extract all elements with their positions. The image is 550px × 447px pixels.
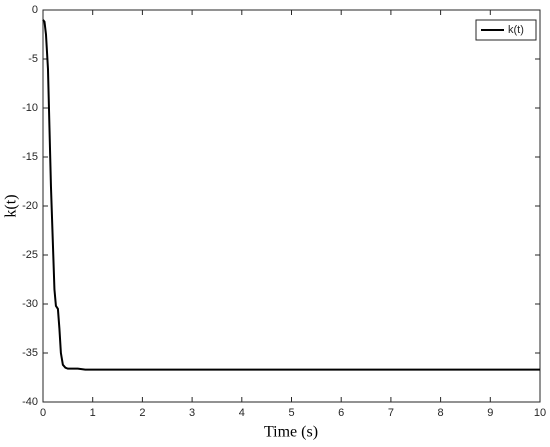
x-tick-label: 8 xyxy=(438,407,444,419)
x-tick-label: 6 xyxy=(338,407,344,419)
y-tick-label: 0 xyxy=(32,4,38,16)
x-tick-label: 1 xyxy=(90,407,96,419)
y-tick-label: -5 xyxy=(28,53,38,65)
y-tick-label: -10 xyxy=(22,102,38,114)
x-tick-label: 3 xyxy=(189,407,195,419)
legend-label: k(t) xyxy=(508,24,524,36)
axes-box xyxy=(42,9,541,403)
x-axis-label: Time (s) xyxy=(264,424,318,441)
line xyxy=(42,19,540,371)
y-tick-label: -40 xyxy=(22,396,38,408)
x-tick-label: 7 xyxy=(388,407,394,419)
x-tick-label: 10 xyxy=(534,407,546,419)
y-tick-label: -30 xyxy=(22,298,38,310)
legend-box xyxy=(475,19,537,41)
y-axis-label: k(t) xyxy=(3,194,20,217)
x-tick-label: 0 xyxy=(40,407,46,419)
x-tick-label: 2 xyxy=(139,407,145,419)
y-tick-label: -15 xyxy=(22,151,38,163)
x-tick-label: 4 xyxy=(239,407,245,419)
x-tick-label: 5 xyxy=(288,407,294,419)
y-tick-label: -35 xyxy=(22,347,38,359)
x-tick-label: 9 xyxy=(487,407,493,419)
y-tick-label: -25 xyxy=(22,249,38,261)
y-tick-label: -20 xyxy=(22,200,38,212)
